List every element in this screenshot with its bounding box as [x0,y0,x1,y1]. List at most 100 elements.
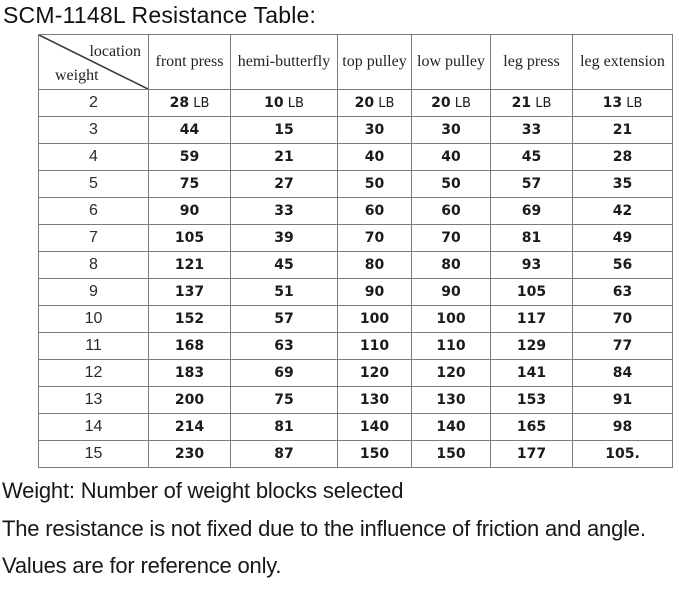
resistance-value-cell: 120 [411,359,491,387]
table-row: 11 168 63 110 110 129 77 [38,332,673,360]
resistance-value-cell: 49 [572,224,673,252]
resistance-value-cell: 15 [230,116,338,144]
resistance-value: 21 [274,149,294,165]
resistance-value-cell: 81 [490,224,573,252]
unit-label: LB [450,96,471,111]
column-header-hemi-butterfly: hemi-butterfly [230,34,338,90]
resistance-value-cell: 33 [490,116,573,144]
resistance-value: 141 [516,365,547,381]
resistance-value: 81 [521,230,542,246]
resistance-value-cell: 56 [572,251,673,279]
resistance-value-cell: 168 [148,332,231,360]
table-row: 13 200 75 130 130 153 91 [38,386,673,414]
table-row: 4 59 21 40 40 45 28 [38,143,673,171]
resistance-value-cell: 105 [490,278,573,306]
resistance-value-cell: 40 [337,143,412,171]
diagonal-line-icon [39,35,148,89]
weight-cell: 9 [38,278,149,306]
resistance-value: 105. [605,446,640,462]
resistance-value-cell: 137 [148,278,231,306]
resistance-value-cell: 35 [572,170,673,198]
resistance-value: 90 [441,284,461,300]
resistance-value-cell: 165 [490,413,573,441]
resistance-value: 105 [516,284,547,300]
resistance-value-cell: 140 [411,413,491,441]
resistance-value: 87 [274,446,294,462]
resistance-value: 93 [521,257,542,273]
resistance-value: 63 [612,284,633,300]
table-row: 5 75 27 50 50 57 35 [38,170,673,198]
corner-weight-label: weight [55,67,99,84]
resistance-value: 60 [441,203,461,219]
weight-cell: 10 [38,305,149,333]
resistance-value-cell: 42 [572,197,673,225]
resistance-value: 28 [612,149,633,165]
resistance-value-cell: 45 [490,143,573,171]
resistance-value: 42 [612,203,633,219]
resistance-value: 150 [436,446,466,462]
resistance-value-cell: 214 [148,413,231,441]
resistance-value: 20 [354,95,375,111]
resistance-value-cell: 10 LB [230,89,338,117]
weight-cell: 11 [38,332,149,360]
resistance-value: 75 [179,176,200,192]
resistance-value: 13 [602,95,623,111]
resistance-value: 35 [612,176,633,192]
resistance-value-cell: 57 [230,305,338,333]
column-header-leg-press: leg press [490,34,573,90]
resistance-value: 200 [174,392,205,408]
resistance-value: 51 [274,284,294,300]
resistance-value-cell: 70 [337,224,412,252]
resistance-value: 230 [174,446,205,462]
resistance-value-cell: 110 [337,332,412,360]
resistance-value: 28 [169,95,190,111]
resistance-value-cell: 87 [230,440,338,468]
resistance-value: 70 [441,230,461,246]
resistance-value: 75 [274,392,294,408]
resistance-value: 21 [511,95,532,111]
weight-cell: 5 [38,170,149,198]
resistance-value-cell: 110 [411,332,491,360]
resistance-value-cell: 177 [490,440,573,468]
resistance-value-cell: 129 [490,332,573,360]
resistance-value-cell: 140 [337,413,412,441]
resistance-value-cell: 30 [411,116,491,144]
weight-cell: 15 [38,440,149,468]
resistance-value-cell: 84 [572,359,673,387]
page-title: SCM-1148L Resistance Table: [3,2,317,28]
resistance-value-cell: 121 [148,251,231,279]
unit-label: LB [531,96,552,111]
resistance-value: 77 [612,338,633,354]
table-row: 12 183 69 120 120 141 84 [38,359,673,387]
resistance-value: 140 [436,419,466,435]
resistance-value: 90 [179,203,200,219]
weight-cell: 12 [38,359,149,387]
resistance-value-cell: 100 [337,305,412,333]
resistance-value: 80 [441,257,461,273]
resistance-value-cell: 91 [572,386,673,414]
weight-cell: 14 [38,413,149,441]
weight-cell: 13 [38,386,149,414]
resistance-value-cell: 183 [148,359,231,387]
resistance-value-cell: 105. [572,440,673,468]
resistance-value: 39 [274,230,294,246]
resistance-value-cell: 75 [230,386,338,414]
resistance-value-cell: 57 [490,170,573,198]
resistance-value: 121 [174,257,205,273]
resistance-value: 110 [359,338,390,354]
resistance-value-cell: 93 [490,251,573,279]
resistance-value: 120 [359,365,390,381]
resistance-value: 50 [364,176,385,192]
resistance-value: 21 [612,122,633,138]
resistance-value-cell: 90 [337,278,412,306]
resistance-value: 105 [174,230,205,246]
resistance-value-cell: 60 [337,197,412,225]
resistance-value-cell: 60 [411,197,491,225]
resistance-value: 69 [521,203,542,219]
resistance-value: 60 [364,203,385,219]
resistance-value: 56 [612,257,633,273]
resistance-value: 100 [359,311,390,327]
resistance-value: 45 [521,149,542,165]
resistance-value: 110 [436,338,466,354]
resistance-value: 50 [441,176,461,192]
